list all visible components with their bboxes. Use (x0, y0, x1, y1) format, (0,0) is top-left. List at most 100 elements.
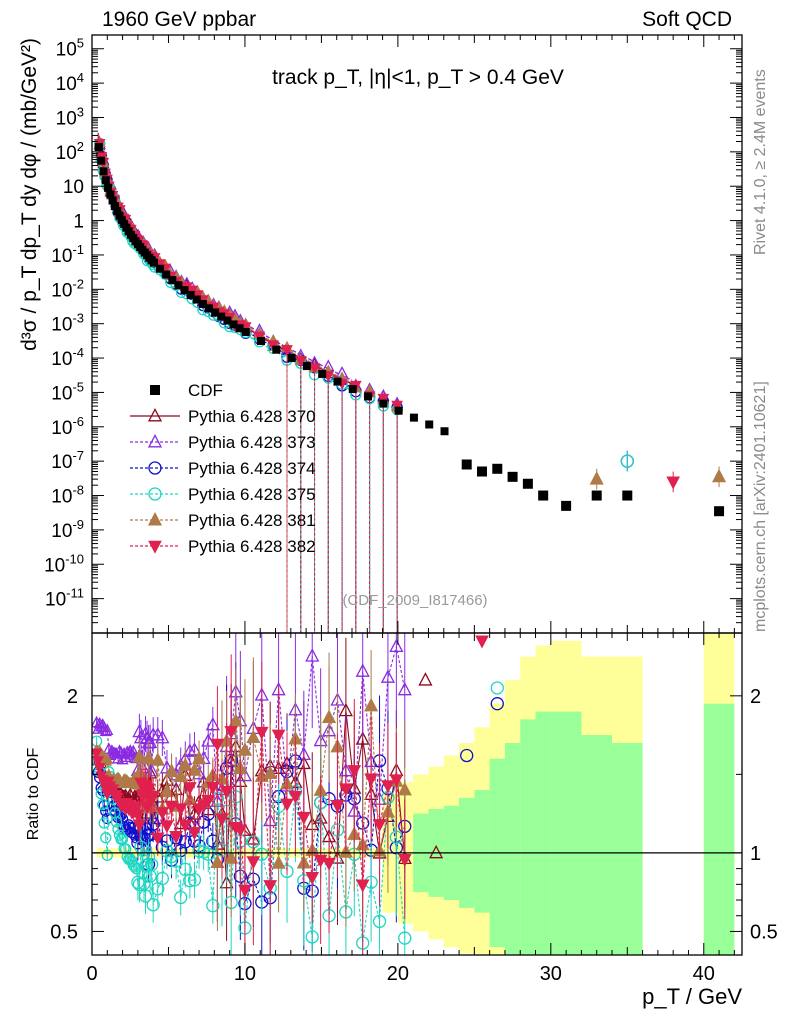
analysis-watermark: (CDF_2009_I817466) (342, 592, 487, 609)
ratio-marker-p381 (397, 781, 412, 796)
marker-cdf (198, 299, 207, 308)
y-tick-label: 10-5 (51, 379, 84, 404)
ratio-line-p382 (96, 731, 406, 891)
ratio-marker-p382 (178, 819, 193, 833)
y-tick-label: 102 (56, 139, 84, 164)
marker-cdf (211, 308, 220, 317)
legend-marker-cdf (150, 385, 160, 395)
ratio-marker-p382 (280, 798, 294, 812)
ratio-marker-p382 (372, 819, 387, 833)
series-line-p375 (97, 134, 353, 392)
y-tick-label: 10-3 (51, 311, 84, 336)
y-tick-label: 10-11 (45, 586, 84, 611)
y-axis-label-ratio: Ratio to CDF (25, 748, 42, 841)
ratio-panel-series (92, 633, 504, 955)
ratio-marker-p375 (110, 816, 123, 828)
ratio-marker-p370 (429, 844, 444, 859)
ratio-line-p381 (96, 705, 406, 865)
marker-cdf (379, 399, 388, 408)
marker-p382 (377, 393, 390, 406)
ratio-marker-p370 (355, 731, 370, 745)
ratio-marker-p382 (92, 756, 104, 768)
series-line-p374 (97, 135, 353, 389)
marker-cdf (394, 406, 403, 415)
y-tick-label: 10-2 (51, 276, 84, 301)
ratio-marker-p381 (141, 750, 156, 764)
ratio-marker-p375 (255, 847, 269, 861)
ratio-marker-p375 (174, 890, 188, 905)
y-axis-label-main: d³σ / p_T dp_T dy dφ / (mb/GeV²) (18, 38, 41, 351)
ratio-marker-p381 (159, 783, 175, 798)
y-tick-label: 10-9 (51, 517, 84, 542)
ratio-marker-p373 (110, 747, 123, 759)
marker-cdf (115, 211, 124, 220)
marker-cdf (229, 320, 238, 329)
ratio-marker-p370 (219, 874, 234, 889)
marker-cdf (94, 143, 103, 152)
ratio-marker-p370 (418, 672, 433, 686)
y-tick-label: 1 (73, 212, 84, 233)
y-tick-label: 104 (56, 70, 84, 95)
marker-cdf (461, 459, 472, 470)
ratio-tick-label-left: 2 (67, 686, 78, 708)
marker-cdf (235, 324, 244, 333)
marker-p381 (711, 468, 727, 483)
ratio-tick-label-right: 0.5 (750, 921, 778, 943)
ratio-marker-p382 (364, 773, 378, 787)
header-left: 1960 GeV ppbar (102, 8, 257, 31)
ratio-marker-p382 (322, 857, 336, 871)
ratio-marker-p373 (201, 733, 216, 747)
y-tick-label: 10-4 (51, 345, 84, 370)
marker-cdf (272, 345, 281, 354)
marker-cdf (440, 427, 449, 436)
marker-cdf (561, 500, 572, 511)
marker-cdf (149, 258, 158, 267)
marker-p382 (666, 476, 681, 490)
ratio-marker-p375 (169, 854, 183, 868)
series-line-p381 (97, 134, 353, 384)
legend-label-p381: Pythia 6.428 381 (188, 511, 316, 530)
ratio-marker-p374 (116, 813, 129, 825)
marker-cdf (97, 156, 106, 165)
ratio-marker-p382 (112, 792, 124, 804)
y-tick-label: 103 (56, 104, 84, 129)
marker-cdf (156, 264, 165, 273)
marker-p382 (281, 345, 293, 357)
ratio-marker-p375 (119, 843, 132, 855)
y-tick-label: 10-6 (51, 414, 84, 439)
marker-cdf (180, 286, 189, 295)
ratio-marker-p373 (155, 729, 170, 744)
ratio-tick-label-right: 1 (750, 843, 761, 865)
legend: CDF Pythia 6.428 370 Pythia 6.428 373 Pythi… (130, 381, 316, 556)
ratio-band-inner (535, 711, 551, 955)
ratio-line-p373 (96, 646, 406, 821)
marker-cdf (101, 176, 110, 185)
ratio-marker-p373 (182, 743, 197, 757)
marker-cdf (492, 463, 503, 474)
ratio-marker-p375 (187, 873, 202, 887)
x-tick-label: 30 (540, 963, 562, 985)
ratio-band-inner (612, 742, 643, 955)
legend-label-p375: Pythia 6.428 375 (188, 485, 316, 504)
x-axis-label: p_T / GeV (642, 984, 742, 1009)
marker-p382 (253, 331, 266, 343)
ratio-line-p375 (96, 741, 406, 944)
marker-cdf (348, 385, 357, 394)
header-right: Soft QCD (642, 8, 732, 31)
ratio-marker-p381 (364, 697, 379, 712)
marker-p381 (589, 471, 604, 485)
ratio-marker-p382 (169, 831, 183, 845)
ratio-band-inner (474, 790, 490, 913)
series-line-p370 (97, 134, 353, 385)
legend-marker-p375 (148, 487, 162, 501)
ratio-marker-p375 (112, 823, 124, 835)
marker-cdf (223, 316, 232, 325)
series-line-p373 (97, 132, 353, 381)
marker-cdf (425, 420, 434, 429)
ratio-marker-p375 (130, 863, 143, 875)
y-tick-label: 105 (56, 36, 84, 61)
marker-cdf (205, 304, 213, 313)
marker-cdf (591, 490, 602, 501)
marker-cdf (104, 183, 113, 192)
